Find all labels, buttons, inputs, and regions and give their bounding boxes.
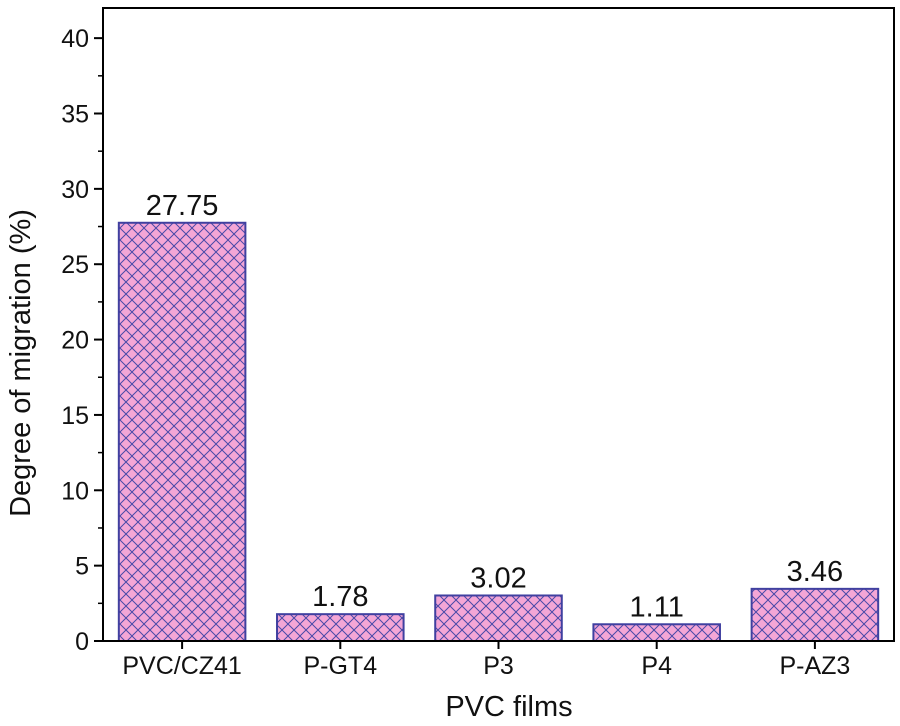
bar-p-az3 [750,587,880,642]
y-tick-label: 15 [61,402,89,430]
data-label: 3.46 [787,556,843,588]
data-label: 1.78 [312,581,368,613]
x-tick-label: P-GT4 [303,652,377,680]
x-tick-label: P-AZ3 [779,652,850,680]
bar-p4 [592,623,721,642]
y-tick-label: 25 [61,251,89,279]
bar-p-gt4 [276,613,405,642]
data-label: 27.75 [146,190,219,222]
y-tick-label: 10 [61,477,89,505]
bar-pvc-cz41 [117,221,247,642]
y-tick-label: 40 [61,25,89,53]
y-tick-label: 0 [75,628,89,656]
x-tick-label: P3 [483,652,514,680]
y-tick-label: 35 [61,101,89,129]
y-axis-label: Degree of migration (%) [5,209,37,517]
x-tick-label: P4 [641,652,672,680]
data-label: 1.11 [630,591,684,623]
y-tick-label: 20 [61,327,89,355]
data-label: 3.02 [470,562,526,594]
y-tick-label: 30 [61,176,89,204]
bar-p3 [434,594,563,643]
x-axis-label: PVC films [445,691,572,723]
x-tick-label: PVC/CZ41 [122,652,241,680]
y-tick-label: 5 [75,553,89,581]
